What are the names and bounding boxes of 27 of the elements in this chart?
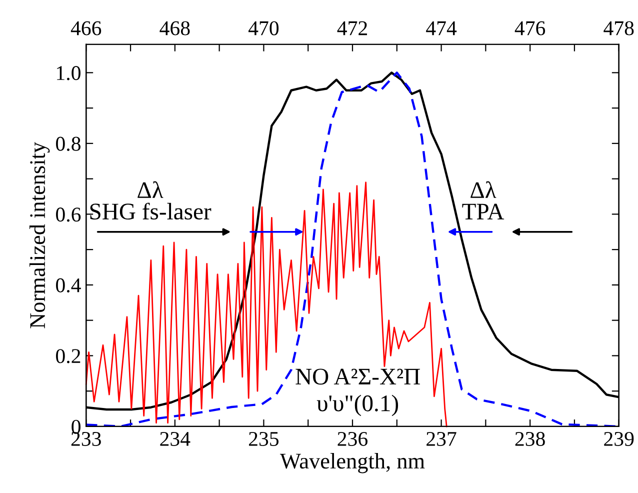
- y-axis-title: Normalized intensity: [29, 142, 50, 328]
- line-series: [85, 182, 448, 428]
- annotation: Δλ TPA: [462, 181, 504, 220]
- y-tick-label: 0.2: [56, 349, 80, 364]
- x-tick-label: 234: [160, 432, 190, 446]
- x2-tick-label: 468: [160, 21, 190, 36]
- y-tick-label: 0.6: [56, 208, 81, 222]
- y-tick-label: 0.8: [56, 136, 80, 151]
- x2-tick-label: 474: [426, 21, 457, 36]
- x-tick-label: 238: [515, 432, 545, 446]
- x2-tick-label: 472: [337, 21, 367, 36]
- y-tick-label: 0: [72, 420, 80, 434]
- annotation: NO A²Σ-X²Π: [296, 368, 420, 385]
- y-tick-label: 1.0: [57, 66, 80, 80]
- x2-tick-label: 478: [604, 21, 634, 36]
- y-tick-label: 0.4: [56, 278, 81, 292]
- annotation: Δλ SHG fs-laser: [90, 181, 212, 220]
- x2-tick-label: 466: [70, 21, 102, 36]
- x2-tick-label: 476: [514, 21, 546, 36]
- annotation: υ'υ"(0.1): [316, 394, 398, 416]
- x-tick-label: 235: [248, 432, 279, 446]
- x2-tick-label: 470: [248, 21, 279, 36]
- x-tick-label: 239: [604, 432, 634, 446]
- x-axis-title: Wavelength, nm: [280, 452, 425, 474]
- x-tick-label: 236: [338, 432, 368, 446]
- x-tick-label: 233: [71, 432, 101, 446]
- x-tick-label: 237: [426, 432, 456, 446]
